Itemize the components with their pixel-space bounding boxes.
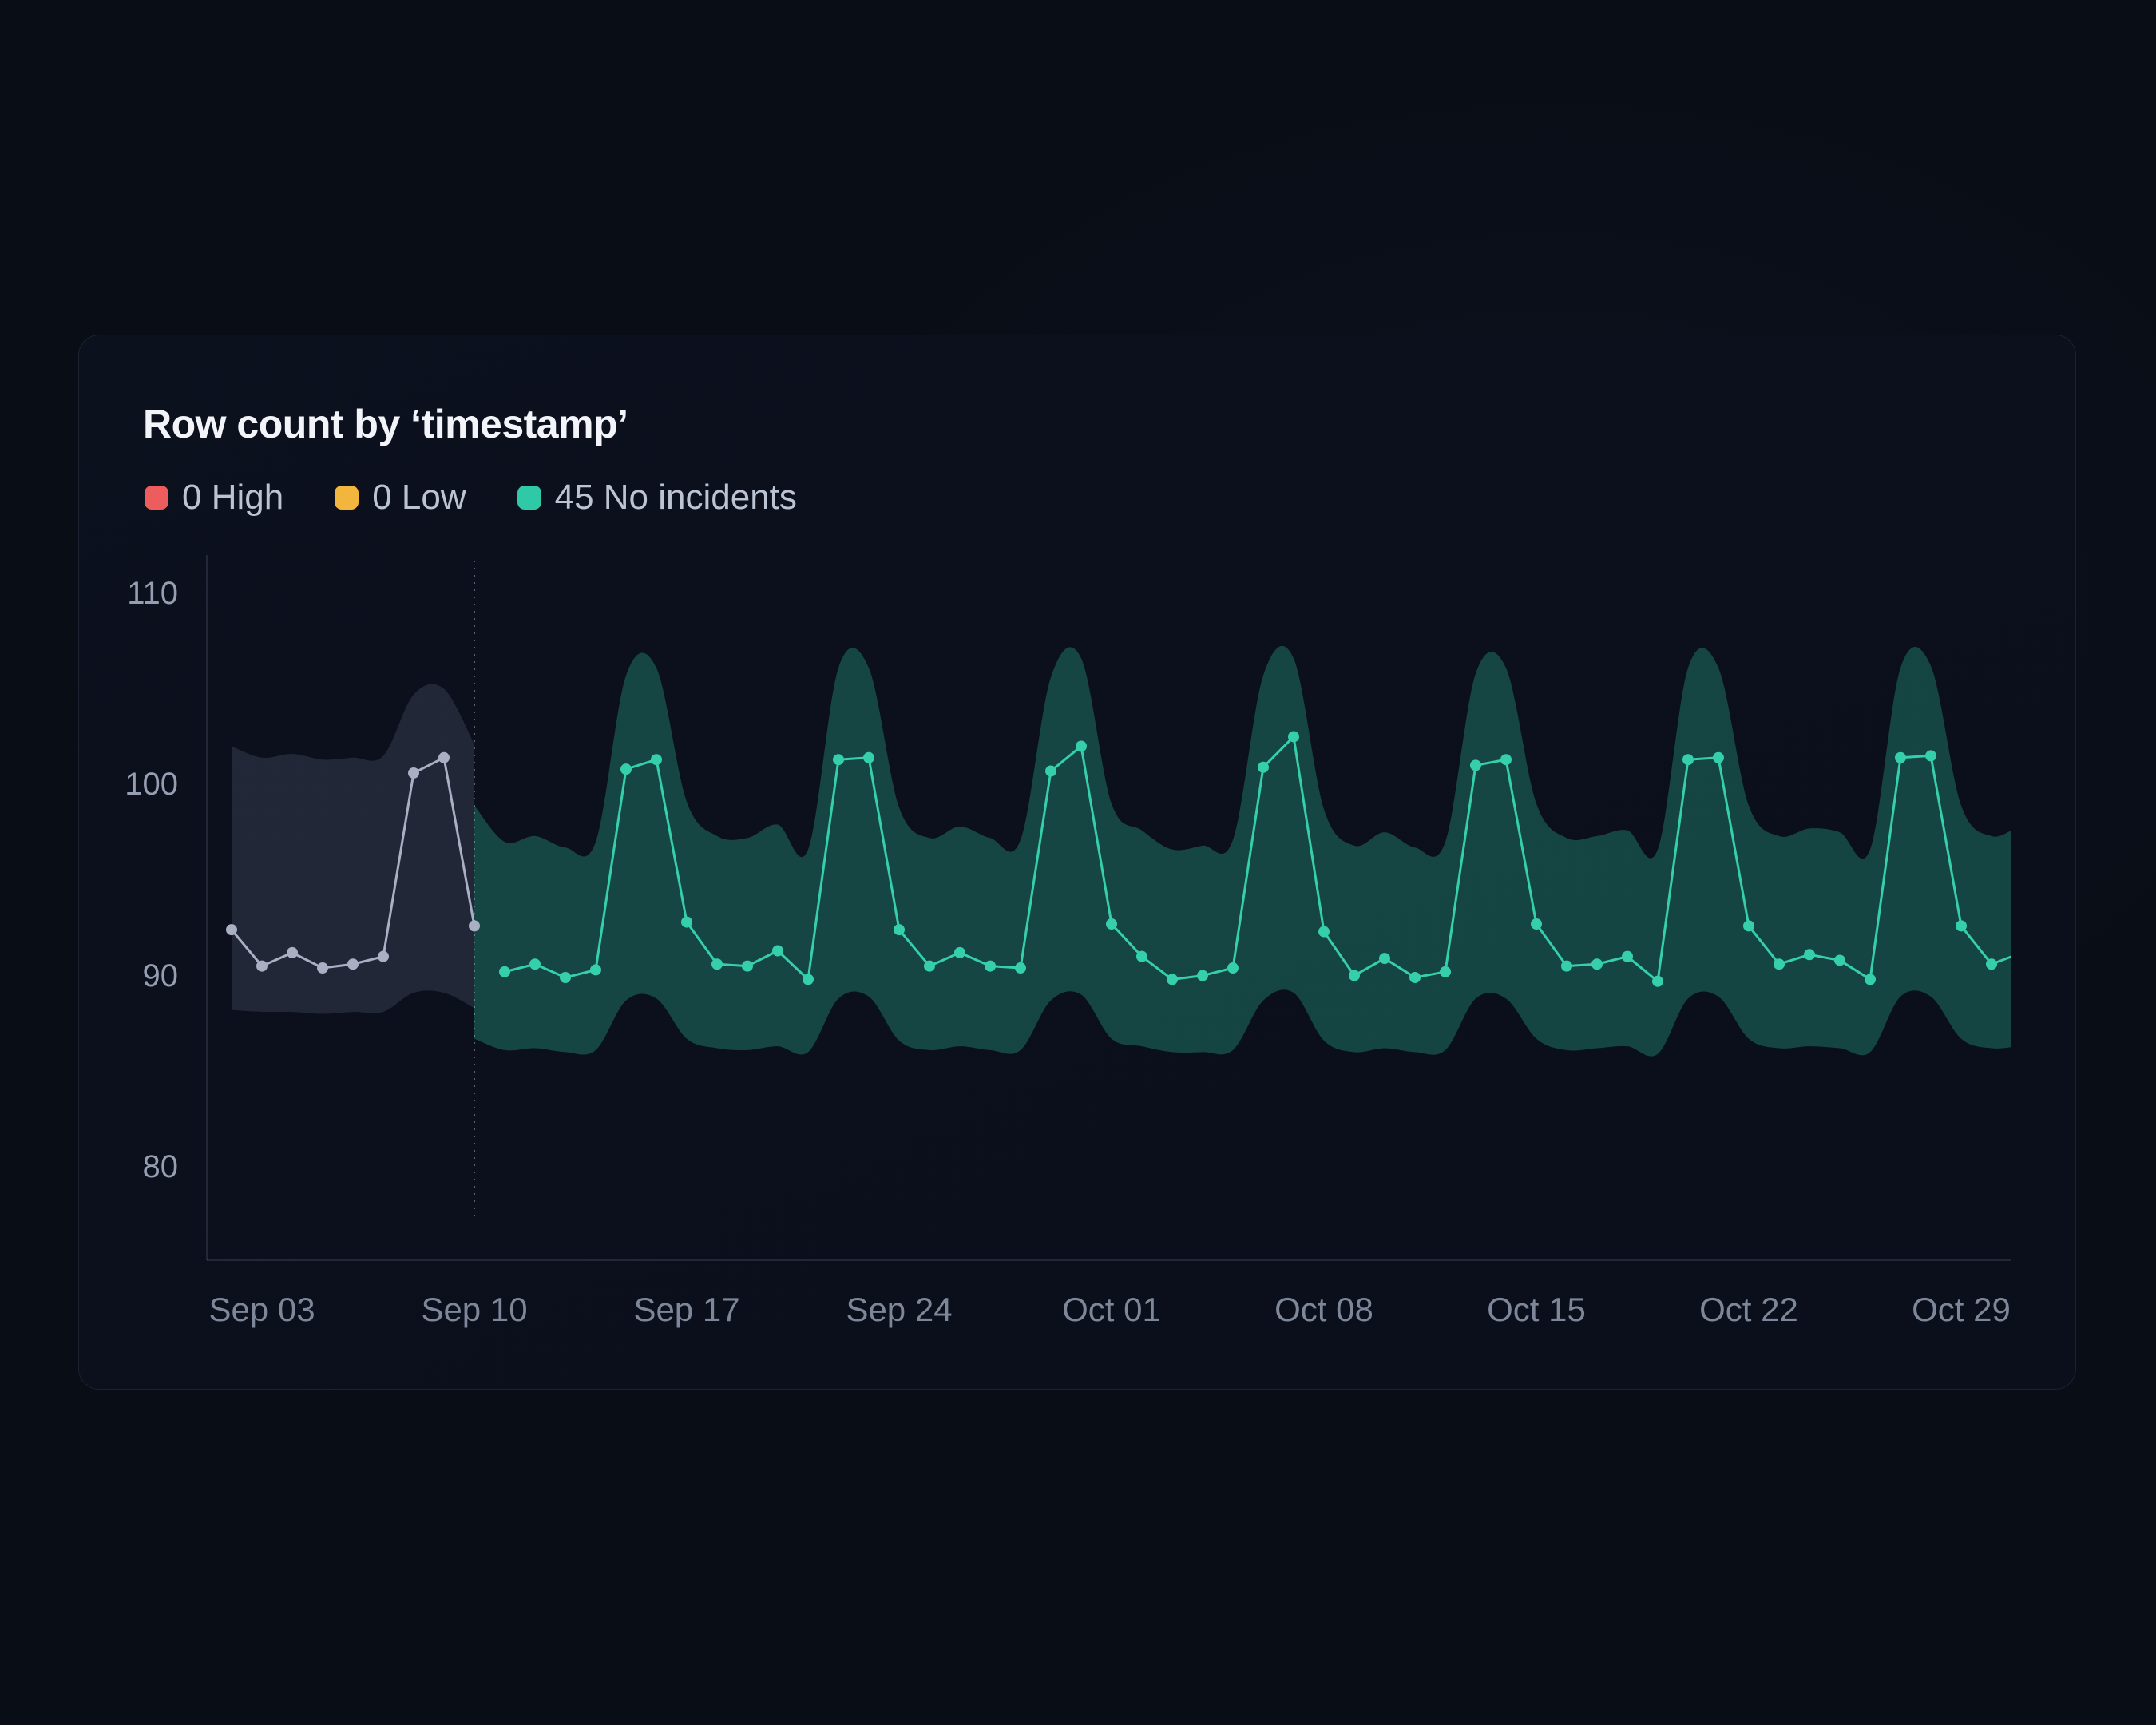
baseline-data-point[interactable] bbox=[226, 924, 237, 936]
monitor-data-point[interactable] bbox=[620, 763, 632, 775]
monitor-data-point[interactable] bbox=[1409, 971, 1421, 983]
monitor-data-point[interactable] bbox=[894, 924, 905, 936]
monitor-data-point[interactable] bbox=[2047, 954, 2058, 966]
x-axis-tick-label: Sep 03 bbox=[208, 1291, 315, 1328]
monitor-data-point[interactable] bbox=[1288, 731, 1299, 743]
monitor-data-point[interactable] bbox=[1136, 950, 1147, 962]
baseline-confidence-band bbox=[232, 684, 474, 1014]
monitor-data-point[interactable] bbox=[1682, 754, 1694, 766]
monitor-data-point[interactable] bbox=[1258, 761, 1269, 773]
chart-title: Row count by ‘timestamp’ bbox=[143, 402, 628, 446]
baseline-data-point[interactable] bbox=[438, 751, 450, 763]
monitor-data-point[interactable] bbox=[1591, 958, 1603, 970]
monitor-data-point[interactable] bbox=[1622, 950, 1633, 962]
monitor-data-point[interactable] bbox=[985, 960, 996, 972]
baseline-data-point[interactable] bbox=[256, 960, 268, 972]
monitor-data-point[interactable] bbox=[1743, 920, 1754, 932]
monitor-data-point[interactable] bbox=[1470, 759, 1481, 771]
monitor-data-point[interactable] bbox=[1986, 958, 1997, 970]
baseline-data-point[interactable] bbox=[287, 946, 298, 958]
monitor-data-point[interactable] bbox=[1531, 918, 1542, 930]
monitor-data-point[interactable] bbox=[954, 946, 965, 958]
monitor-data-point[interactable] bbox=[1895, 751, 1906, 763]
monitor-data-point[interactable] bbox=[1834, 954, 1845, 966]
chart-plot-area bbox=[206, 555, 2058, 1261]
monitor-data-point[interactable] bbox=[1349, 970, 1360, 981]
monitor-data-point[interactable] bbox=[863, 751, 874, 763]
monitor-data-point[interactable] bbox=[1197, 970, 1208, 981]
chart-legend: 0 High 0 Low 45 No incidents bbox=[145, 478, 797, 518]
x-axis-tick-label: Oct 08 bbox=[1274, 1291, 1373, 1328]
x-axis-tick-label: Oct 29 bbox=[1912, 1291, 2011, 1328]
monitor-confidence-band bbox=[474, 645, 2011, 1057]
monitor-data-point[interactable] bbox=[1440, 966, 1451, 978]
monitor-data-point[interactable] bbox=[803, 974, 814, 985]
monitor-data-point[interactable] bbox=[1500, 754, 1512, 766]
high-swatch-icon bbox=[145, 486, 168, 510]
monitor-data-point[interactable] bbox=[1076, 740, 1087, 752]
monitor-data-point[interactable] bbox=[1956, 920, 1967, 932]
y-axis-tick-label: 110 bbox=[127, 576, 178, 611]
monitor-data-point[interactable] bbox=[681, 916, 692, 928]
monitor-data-point[interactable] bbox=[499, 966, 510, 978]
monitor-data-point[interactable] bbox=[1865, 974, 1876, 985]
legend-item-high[interactable]: 0 High bbox=[145, 478, 283, 518]
baseline-data-point[interactable] bbox=[347, 958, 359, 970]
monitor-data-point[interactable] bbox=[742, 960, 753, 972]
monitor-data-point[interactable] bbox=[1652, 975, 1663, 987]
monitor-data-point[interactable] bbox=[1015, 962, 1026, 974]
monitor-data-point[interactable] bbox=[651, 754, 662, 766]
x-axis-tick-label: Sep 10 bbox=[421, 1291, 528, 1328]
monitor-data-point[interactable] bbox=[1804, 949, 1815, 961]
legend-item-no-incidents[interactable]: 45 No incidents bbox=[517, 478, 797, 518]
monitor-data-point[interactable] bbox=[772, 945, 783, 957]
monitor-data-point[interactable] bbox=[1561, 960, 1572, 972]
y-axis-tick-label: 100 bbox=[125, 767, 178, 803]
y-axis-tick-label: 80 bbox=[142, 1148, 179, 1184]
baseline-data-point[interactable] bbox=[378, 950, 389, 962]
baseline-data-point[interactable] bbox=[408, 767, 419, 779]
legend-item-low[interactable]: 0 Low bbox=[335, 478, 466, 518]
low-swatch-icon bbox=[335, 486, 359, 510]
monitor-data-point[interactable] bbox=[1227, 962, 1239, 974]
monitor-data-point[interactable] bbox=[1925, 750, 1936, 762]
monitor-data-point[interactable] bbox=[560, 971, 571, 983]
monitor-data-point[interactable] bbox=[1318, 926, 1330, 938]
baseline-data-point[interactable] bbox=[469, 920, 480, 932]
monitor-trend-line bbox=[504, 735, 2011, 983]
monitor-data-point[interactable] bbox=[1774, 958, 1785, 970]
x-axis-tick-label: Oct 22 bbox=[1699, 1291, 1798, 1328]
chart-canvas[interactable]: 110 100 90 80 Sep 03 Sep 10 Sep 17 Sep 24 Oct 01… bbox=[79, 335, 2075, 1389]
legend-label-low: 0 Low bbox=[372, 478, 466, 517]
x-axis-tick-label: Sep 24 bbox=[846, 1291, 953, 1328]
monitor-data-point[interactable] bbox=[711, 958, 723, 970]
monitor-data-point[interactable] bbox=[833, 754, 844, 766]
monitor-data-point[interactable] bbox=[590, 964, 601, 976]
x-axis-tick-label: Sep 17 bbox=[633, 1291, 740, 1328]
x-axis-tick-label: Oct 01 bbox=[1062, 1291, 1161, 1328]
monitor-data-point[interactable] bbox=[1106, 918, 1117, 930]
legend-label-no-incidents: 45 No incidents bbox=[554, 478, 797, 517]
monitor-data-point[interactable] bbox=[1045, 765, 1056, 777]
row-count-chart-card: Row count by ‘timestamp’ 0 High 0 Low 45… bbox=[78, 335, 2076, 1390]
monitor-data-point[interactable] bbox=[1379, 953, 1390, 965]
legend-label-high: 0 High bbox=[182, 478, 284, 517]
x-axis-tick-label: Oct 15 bbox=[1487, 1291, 1586, 1328]
y-axis-tick-label: 90 bbox=[142, 958, 179, 993]
no-incidents-swatch-icon bbox=[517, 486, 541, 510]
monitor-data-point[interactable] bbox=[529, 958, 541, 970]
monitor-data-point[interactable] bbox=[1167, 974, 1178, 985]
monitor-data-point[interactable] bbox=[2016, 947, 2027, 958]
monitor-data-point[interactable] bbox=[924, 960, 935, 972]
baseline-data-point[interactable] bbox=[317, 962, 328, 974]
monitor-data-point[interactable] bbox=[1713, 751, 1724, 763]
